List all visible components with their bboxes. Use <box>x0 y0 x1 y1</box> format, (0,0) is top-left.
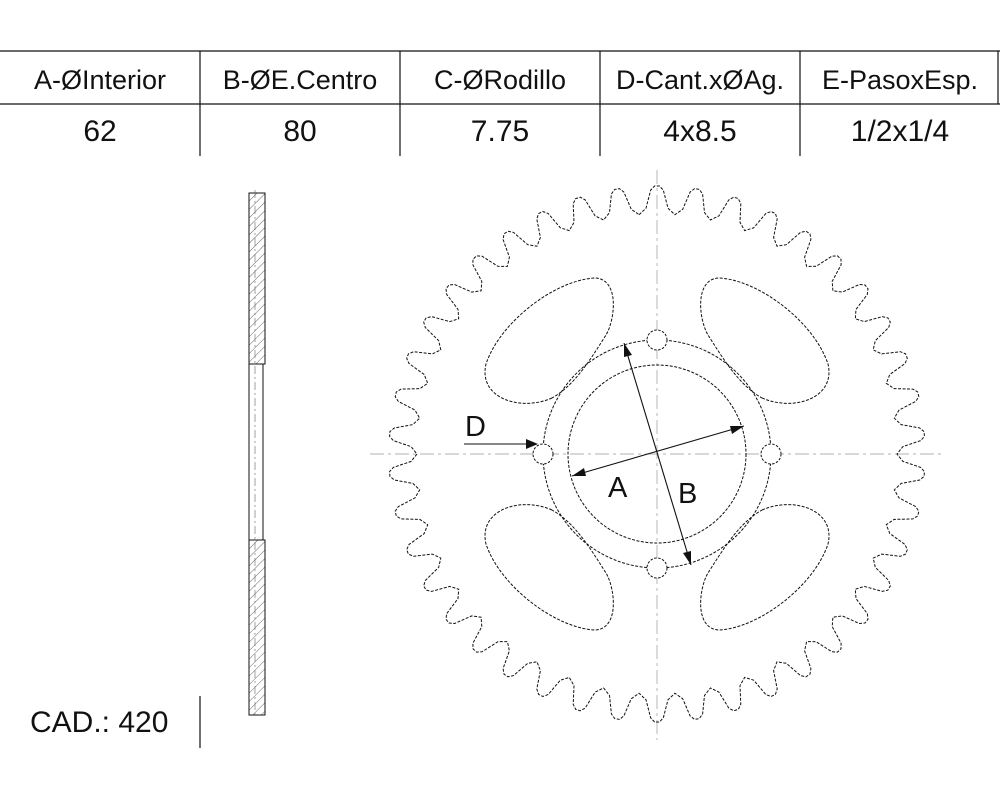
spec-value-row: 62 80 7.75 4x8.5 1/2x1/4 <box>0 106 1000 158</box>
spec-header-row: A-ØInterior B-ØE.Centro C-ØRodillo D-Can… <box>0 54 1000 106</box>
value-b-bolt-circle: 80 <box>283 115 317 148</box>
spec-table: A-ØInterior B-ØE.Centro C-ØRodillo D-Can… <box>0 50 1000 158</box>
dimension-d <box>464 439 538 449</box>
center-bore <box>567 364 747 544</box>
window-lower-right <box>700 504 830 631</box>
sprocket-teeth-outline <box>389 185 925 723</box>
dimension-b <box>623 342 692 566</box>
cad-label: CAD.: 420 <box>30 706 169 739</box>
header-c-roller-diameter: C-ØRodillo <box>433 64 567 95</box>
bolt-hole-bottom <box>646 557 668 579</box>
label-b: B <box>678 478 697 510</box>
value-a-inner-diameter: 62 <box>83 115 117 148</box>
header-e-pitch-thickness: E-PasoxEsp. <box>821 64 979 95</box>
side-profile-view <box>248 190 266 718</box>
window-upper-left <box>484 277 614 404</box>
profile-lower-section <box>248 539 266 716</box>
window-upper-right <box>700 277 830 404</box>
window-lower-left <box>484 504 614 631</box>
value-e-pitch-thickness: 1/2x1/4 <box>850 115 950 148</box>
lightening-windows <box>484 277 830 631</box>
bolt-holes <box>532 329 782 579</box>
profile-upper-section <box>248 192 266 365</box>
label-d: D <box>465 411 486 443</box>
header-d-hole-count-diameter: D-Cant.xØAg. <box>615 64 785 95</box>
bolt-hole-left <box>532 443 554 465</box>
value-d-hole-count-diameter: 4x8.5 <box>663 115 737 148</box>
bolt-hole-right <box>760 443 782 465</box>
label-a: A <box>608 472 628 504</box>
dimension-a <box>571 425 745 477</box>
value-c-roller-diameter: 7.75 <box>470 115 530 148</box>
bolt-hole-top <box>646 329 668 351</box>
header-b-bolt-circle: B-ØE.Centro <box>222 64 378 95</box>
header-a-inner-diameter: A-ØInterior <box>33 64 167 95</box>
